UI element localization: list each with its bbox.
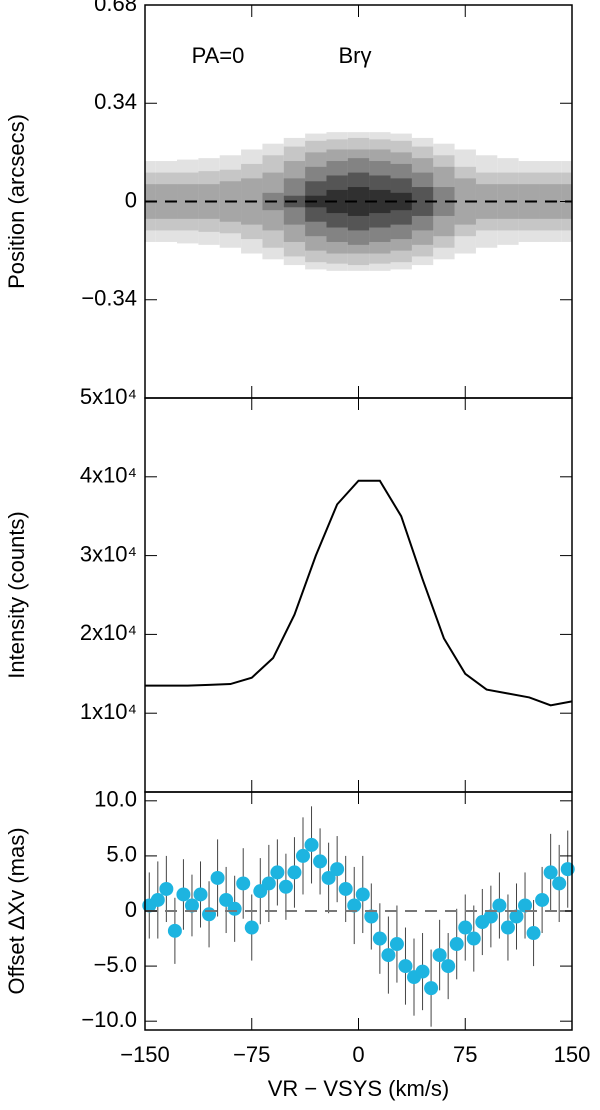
- annotation: Brγ: [339, 43, 372, 68]
- data-point: [441, 959, 456, 974]
- axes-frame: [144, 397, 573, 793]
- y-tick-label: 0.68: [94, 0, 137, 16]
- y-tick-label: 2x10⁴: [80, 620, 137, 645]
- data-point: [415, 964, 430, 979]
- data-point: [159, 881, 174, 896]
- x-tick-label: −150: [120, 1042, 170, 1067]
- y-tick-label: 10.0: [94, 787, 137, 812]
- data-point: [167, 923, 182, 938]
- data-point: [330, 862, 345, 877]
- data-point: [552, 876, 567, 891]
- data-point: [432, 948, 447, 963]
- data-point: [500, 920, 515, 935]
- x-tick-label: 150: [554, 1042, 591, 1067]
- y-tick-label: 3x10⁴: [80, 541, 137, 566]
- data-point: [483, 909, 498, 924]
- data-point: [381, 948, 396, 963]
- data-point: [287, 865, 302, 880]
- data-point: [347, 898, 362, 913]
- contour-cell: [433, 187, 455, 216]
- data-point: [261, 876, 276, 891]
- y-tick-label: 5x10⁴: [80, 384, 137, 409]
- data-point: [424, 981, 439, 996]
- x-tick-label: −75: [233, 1042, 270, 1067]
- data-point: [364, 909, 379, 924]
- contour-cell: [369, 189, 391, 214]
- x-axis-label: VR − VSYS (km/s): [268, 1076, 450, 1101]
- data-point: [193, 887, 208, 902]
- y-axis-label: Intensity (counts): [4, 511, 29, 679]
- y-tick-label: 4x10⁴: [80, 463, 137, 488]
- data-point: [313, 854, 328, 869]
- y-axis-label: Offset ΔXv (mas): [4, 827, 29, 994]
- y-axis-label: Position (arcsecs): [4, 114, 29, 289]
- data-point: [466, 931, 481, 946]
- data-point: [389, 937, 404, 952]
- data-point: [338, 881, 353, 896]
- data-point: [278, 879, 293, 894]
- data-point: [176, 887, 191, 902]
- contour-cell: [347, 187, 370, 216]
- data-point: [449, 937, 464, 952]
- data-point: [560, 862, 575, 877]
- contour-cell: [326, 189, 348, 214]
- data-point: [270, 865, 285, 880]
- y-tick-label: −0.34: [81, 286, 137, 311]
- y-tick-label: 0: [125, 187, 137, 212]
- data-point: [227, 901, 242, 916]
- contour-cell: [390, 192, 412, 211]
- contour-cell: [411, 187, 434, 216]
- data-point: [543, 865, 558, 880]
- data-point: [372, 931, 387, 946]
- y-tick-label: 5.0: [106, 842, 137, 867]
- data-point: [304, 837, 319, 852]
- x-tick-label: 0: [352, 1042, 364, 1067]
- data-point: [210, 870, 225, 885]
- data-point: [202, 907, 217, 922]
- y-tick-label: 0: [125, 897, 137, 922]
- data-point: [398, 959, 413, 974]
- y-tick-label: 0.34: [94, 89, 137, 114]
- data-point: [518, 898, 533, 913]
- data-point: [150, 892, 165, 907]
- x-tick-label: 75: [453, 1042, 477, 1067]
- data-point: [321, 870, 336, 885]
- data-point: [526, 926, 541, 941]
- data-point: [458, 920, 473, 935]
- axes-frame: [144, 791, 573, 1031]
- data-point: [219, 892, 234, 907]
- annotation: PA=0: [192, 43, 245, 68]
- y-tick-label: 1x10⁴: [80, 699, 137, 724]
- data-point: [492, 898, 507, 913]
- intensity-line: [145, 479, 573, 707]
- y-tick-label: −5.0: [94, 952, 137, 977]
- data-point: [509, 909, 524, 924]
- data-point: [355, 887, 370, 902]
- data-point: [535, 892, 550, 907]
- data-point: [295, 848, 310, 863]
- data-point: [184, 898, 199, 913]
- data-point: [244, 920, 259, 935]
- data-point: [236, 876, 251, 891]
- y-tick-label: −10.0: [81, 1007, 137, 1032]
